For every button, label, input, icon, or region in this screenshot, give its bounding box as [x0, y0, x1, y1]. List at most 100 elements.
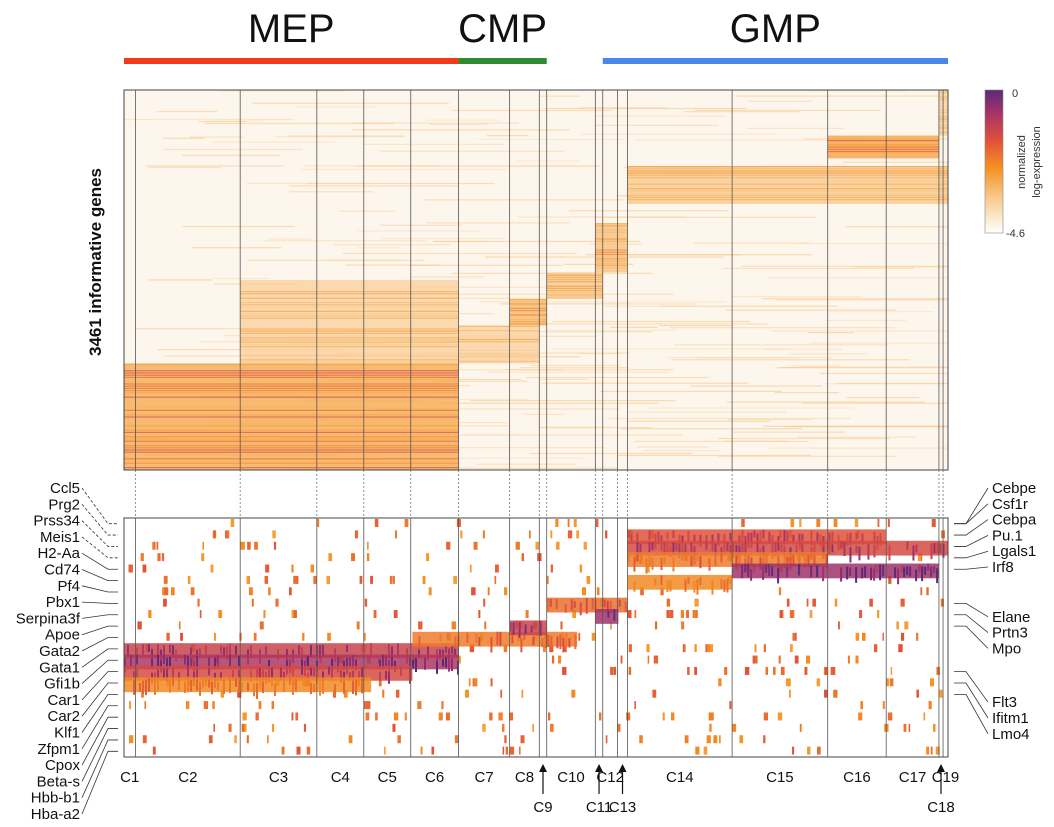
top-heatmap-row	[124, 431, 459, 433]
marker-heatmap-cell	[512, 622, 515, 635]
gene-connector-left	[81, 682, 118, 717]
marker-heatmap-speck	[557, 655, 562, 664]
marker-heatmap-cell	[136, 654, 138, 665]
top-heatmap-streak	[519, 367, 629, 369]
top-heatmap-streak	[204, 120, 263, 122]
top-heatmap-streak	[845, 226, 948, 228]
marker-heatmap-speck	[365, 712, 370, 721]
marker-heatmap-speck	[438, 712, 442, 721]
marker-heatmap-cell	[654, 578, 657, 586]
marker-heatmap-speck	[212, 701, 215, 710]
marker-heatmap-cell	[810, 552, 813, 560]
marker-heatmap-speck	[919, 553, 923, 562]
top-heatmap-row	[240, 317, 459, 319]
marker-heatmap-cell	[720, 578, 723, 589]
marker-heatmap-cell	[148, 678, 150, 692]
cluster-label-c18: C18	[927, 799, 955, 816]
marker-heatmap-cell	[268, 667, 270, 683]
marker-heatmap-cell	[163, 668, 165, 680]
marker-heatmap-cell	[762, 529, 765, 539]
marker-heatmap-block	[124, 643, 459, 658]
marker-heatmap-cell	[157, 644, 159, 660]
gene-label-left: Hba-a2	[31, 806, 80, 823]
marker-heatmap-speck	[219, 610, 223, 619]
marker-heatmap-cell	[639, 552, 642, 564]
marker-heatmap-cell	[169, 657, 171, 667]
marker-heatmap-cell	[591, 598, 594, 610]
top-heatmap-row	[938, 98, 948, 100]
marker-heatmap-speck	[560, 621, 563, 630]
marker-heatmap-cell	[909, 566, 912, 577]
marker-heatmap-cell	[436, 660, 438, 674]
marker-heatmap-speck	[213, 632, 216, 641]
marker-heatmap-cell	[726, 578, 729, 593]
marker-heatmap-speck	[763, 735, 766, 744]
gene-label-right: Elane	[992, 609, 1030, 626]
marker-heatmap-cell	[609, 601, 612, 613]
marker-heatmap-cell	[319, 645, 321, 659]
marker-heatmap-speck	[242, 712, 247, 721]
marker-heatmap-cell	[310, 644, 312, 658]
marker-heatmap-speck	[521, 553, 525, 562]
gene-connector-right	[954, 550, 989, 559]
marker-heatmap-cell	[226, 646, 228, 660]
marker-heatmap-speck	[882, 701, 885, 710]
top-heatmap-streak	[683, 111, 800, 113]
marker-heatmap-speck	[484, 621, 487, 630]
top-heatmap-streak	[204, 122, 395, 125]
marker-heatmap-cell	[196, 655, 198, 671]
marker-heatmap-cell	[409, 657, 411, 672]
marker-heatmap-speck	[640, 587, 644, 596]
gene-connector-right	[954, 671, 989, 703]
marker-heatmap-cell	[777, 568, 780, 584]
marker-heatmap-cell	[765, 564, 768, 573]
marker-heatmap-speck	[473, 541, 478, 550]
top-heatmap-streak	[693, 242, 810, 244]
marker-heatmap-speck	[933, 723, 936, 732]
marker-heatmap-speck	[576, 530, 579, 539]
marker-heatmap-cell	[627, 554, 630, 563]
marker-heatmap-speck	[686, 610, 690, 619]
marker-heatmap-speck	[605, 735, 608, 744]
marker-heatmap-speck	[694, 666, 698, 675]
marker-heatmap-cell	[322, 681, 324, 694]
top-heatmap-row	[124, 436, 459, 438]
marker-heatmap-speck	[788, 678, 791, 687]
marker-heatmap-cell	[145, 679, 147, 696]
marker-heatmap-speck	[258, 701, 262, 710]
top-heatmap-row	[124, 363, 459, 365]
marker-heatmap-speck	[187, 575, 191, 584]
marker-heatmap-speck	[166, 632, 170, 641]
marker-heatmap-speck	[515, 541, 520, 550]
top-heatmap-streak	[620, 428, 803, 430]
marker-heatmap-cell	[388, 671, 390, 684]
marker-heatmap-speck	[503, 644, 508, 653]
top-heatmap-streak	[162, 137, 205, 139]
marker-heatmap-cell	[544, 634, 547, 649]
marker-heatmap-cell	[319, 680, 321, 696]
marker-heatmap-cell	[693, 534, 696, 542]
top-heatmap-streak	[723, 267, 915, 270]
cluster-label-c19: C19	[932, 769, 960, 786]
marker-heatmap-speck	[792, 746, 795, 755]
marker-heatmap-cell	[813, 555, 816, 566]
marker-heatmap-cell	[840, 567, 843, 582]
marker-heatmap-speck	[682, 644, 686, 653]
top-heatmap-streak	[648, 407, 854, 409]
marker-heatmap-speck	[833, 519, 838, 527]
marker-heatmap-cell	[792, 554, 795, 567]
top-heatmap-row	[595, 225, 628, 227]
marker-heatmap-cell	[675, 543, 678, 552]
marker-heatmap-cell	[262, 669, 264, 684]
marker-heatmap-speck	[246, 575, 251, 584]
marker-heatmap-speck	[860, 701, 864, 710]
marker-heatmap-cell	[651, 542, 654, 551]
marker-heatmap-cell	[187, 678, 189, 693]
marker-heatmap-speck	[779, 610, 783, 619]
marker-heatmap-cell	[687, 530, 690, 542]
marker-heatmap-speck	[243, 723, 247, 732]
top-heatmap-streak	[544, 107, 747, 110]
marker-heatmap-cell	[530, 625, 533, 633]
marker-heatmap-cell	[822, 566, 825, 582]
